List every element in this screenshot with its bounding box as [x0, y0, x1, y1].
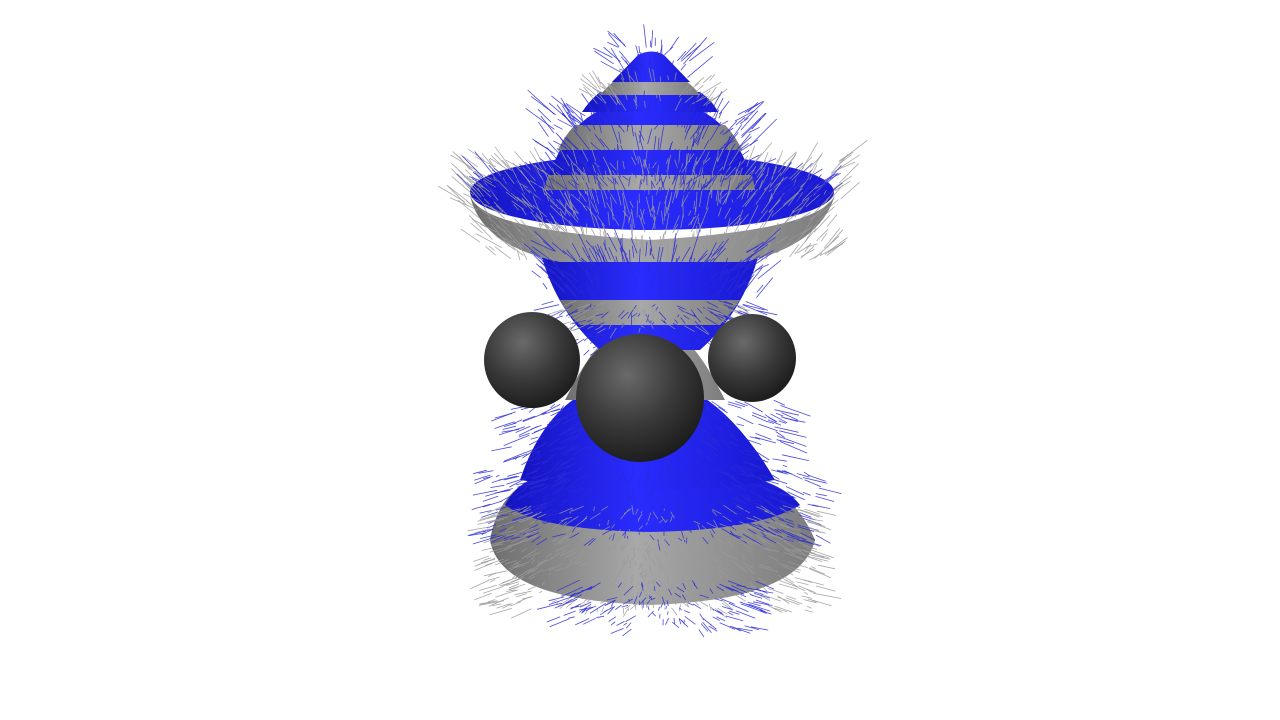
sphere-center	[576, 334, 704, 462]
sphere-right	[708, 314, 796, 402]
spheres	[484, 312, 796, 462]
sphere-left	[484, 312, 580, 408]
hair-strands	[437, 24, 868, 638]
